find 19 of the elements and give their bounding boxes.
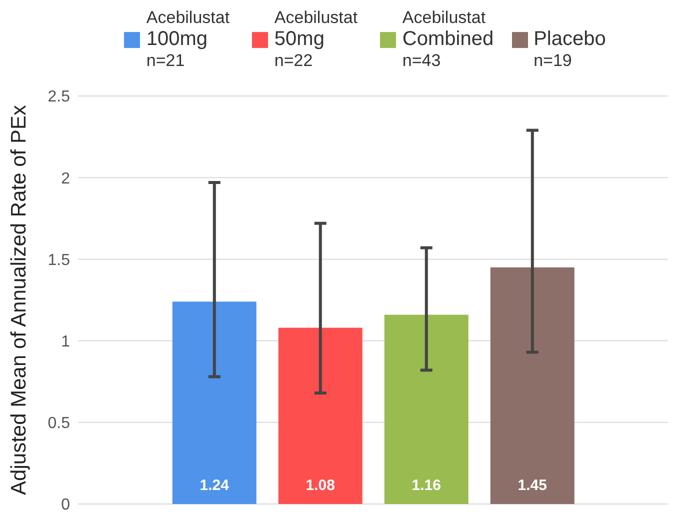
y-tick-label: 1.5: [48, 252, 70, 269]
y-tick-label: 2: [61, 170, 70, 188]
data-label: 1.08: [306, 477, 335, 494]
bar: [172, 302, 256, 504]
legend-label: Acebilustat 100mg n=21: [146, 8, 230, 71]
y-tick-label: 1: [61, 333, 70, 350]
y-tick-label: 2.5: [48, 88, 70, 106]
y-tick-label: 0: [61, 496, 70, 514]
bar: [278, 328, 362, 504]
y-tick-label: 0.5: [48, 415, 70, 432]
legend-label: Acebilustat Combined n=43: [402, 8, 494, 71]
legend-label: Acebilustat 50mg n=22: [274, 8, 358, 71]
legend-label: Placebo n=19: [534, 28, 606, 71]
data-label: 1.45: [518, 477, 547, 494]
data-label: 1.24: [200, 477, 230, 494]
y-axis-title: Adjusted Mean of Annualized Rate of PEx: [7, 104, 30, 495]
bar: [490, 267, 574, 504]
data-label: 1.16: [412, 477, 441, 494]
bar: [384, 314, 468, 504]
